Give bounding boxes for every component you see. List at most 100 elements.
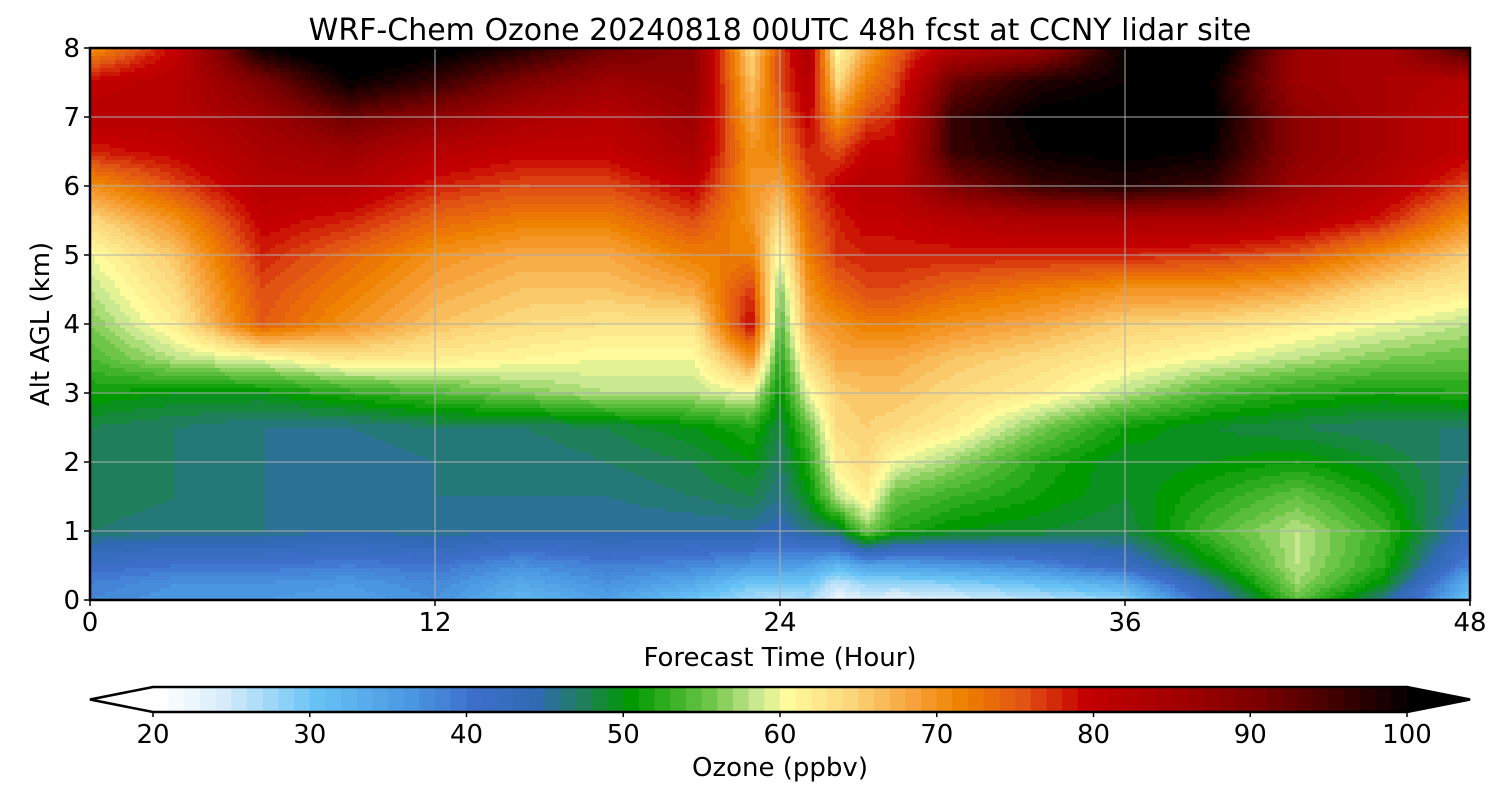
heatmap-cell bbox=[780, 124, 786, 129]
heatmap-cell bbox=[1265, 116, 1271, 121]
heatmap-cell bbox=[965, 172, 986, 177]
heatmap-cell bbox=[1225, 120, 1231, 125]
heatmap-cell bbox=[745, 128, 751, 133]
heatmap-cell bbox=[640, 232, 666, 237]
heatmap-cell bbox=[1255, 108, 1261, 113]
heatmap-cell bbox=[910, 116, 916, 121]
heatmap-cell bbox=[1090, 52, 1096, 57]
heatmap-cell bbox=[700, 56, 706, 61]
heatmap-cell bbox=[795, 212, 801, 217]
heatmap-cell bbox=[440, 120, 461, 125]
heatmap-cell bbox=[190, 244, 201, 249]
heatmap-cell bbox=[485, 108, 506, 113]
heatmap-cell bbox=[290, 248, 316, 253]
heatmap-cell bbox=[915, 68, 921, 73]
heatmap-cell bbox=[1290, 100, 1301, 105]
heatmap-cell bbox=[580, 72, 596, 77]
heatmap-cell bbox=[740, 140, 746, 145]
heatmap-cell bbox=[785, 220, 791, 225]
heatmap-cell bbox=[900, 116, 906, 121]
heatmap-cell bbox=[240, 76, 251, 81]
heatmap-cell bbox=[140, 48, 151, 53]
heatmap-cell bbox=[430, 152, 466, 157]
heatmap-cell bbox=[910, 104, 916, 109]
heatmap-cell bbox=[870, 60, 876, 65]
heatmap-cell bbox=[825, 116, 831, 121]
heatmap-cell bbox=[795, 76, 801, 81]
heatmap-cell bbox=[365, 140, 386, 145]
heatmap-cell bbox=[1360, 116, 1386, 121]
heatmap-cell bbox=[945, 60, 951, 65]
heatmap-cell bbox=[1335, 268, 1356, 273]
heatmap-cell bbox=[750, 68, 756, 73]
heatmap-cell bbox=[1330, 160, 1351, 165]
heatmap-cell bbox=[460, 120, 486, 125]
heatmap-cell bbox=[1425, 56, 1441, 61]
heatmap-cell bbox=[825, 92, 831, 97]
heatmap-cell bbox=[380, 224, 401, 229]
heatmap-cell bbox=[850, 260, 996, 265]
heatmap-cell bbox=[900, 104, 906, 109]
heatmap-cell bbox=[760, 104, 766, 109]
heatmap-cell bbox=[790, 152, 796, 157]
heatmap-cell bbox=[795, 112, 801, 117]
heatmap-cell bbox=[720, 108, 726, 113]
heatmap-cell bbox=[765, 228, 771, 233]
heatmap-cell bbox=[945, 92, 951, 97]
heatmap-cell bbox=[1330, 176, 1351, 181]
heatmap-cell bbox=[705, 52, 711, 57]
heatmap-cell bbox=[960, 84, 976, 89]
heatmap-cell bbox=[390, 220, 411, 225]
heatmap-cell bbox=[200, 80, 211, 85]
heatmap-cell bbox=[430, 116, 456, 121]
heatmap-cell bbox=[830, 196, 836, 201]
heatmap-cell bbox=[805, 108, 811, 113]
heatmap-cell bbox=[695, 216, 706, 221]
heatmap-cell bbox=[180, 204, 191, 209]
heatmap-cell bbox=[915, 216, 941, 221]
heatmap-cell bbox=[735, 136, 741, 141]
heatmap-cell bbox=[1285, 188, 1296, 193]
heatmap-cell bbox=[825, 260, 831, 265]
heatmap-cell bbox=[805, 104, 811, 109]
heatmap-cell bbox=[100, 188, 116, 193]
heatmap-cell bbox=[325, 132, 371, 137]
heatmap-cell bbox=[95, 204, 111, 209]
heatmap-cell bbox=[1290, 204, 1311, 209]
heatmap-cell bbox=[90, 192, 96, 197]
heatmap-cell bbox=[950, 84, 961, 89]
heatmap-cell bbox=[190, 100, 206, 105]
heatmap-cell bbox=[835, 256, 846, 261]
heatmap-cell bbox=[315, 120, 331, 125]
heatmap-cell bbox=[800, 172, 806, 177]
heatmap-cell bbox=[775, 68, 781, 73]
heatmap-cell bbox=[795, 60, 801, 65]
heatmap-cell bbox=[1275, 60, 1281, 65]
heatmap-cell bbox=[725, 68, 731, 73]
heatmap-cell bbox=[1230, 128, 1236, 133]
heatmap-cell bbox=[935, 172, 941, 177]
heatmap-cell bbox=[395, 156, 421, 161]
heatmap-cell bbox=[1270, 256, 1306, 261]
heatmap-cell bbox=[565, 56, 581, 61]
heatmap-cell bbox=[805, 232, 811, 237]
heatmap-cell bbox=[695, 180, 701, 185]
heatmap-cell bbox=[885, 112, 896, 117]
heatmap-cell bbox=[405, 152, 431, 157]
heatmap-cell bbox=[220, 244, 231, 249]
heatmap-cell bbox=[180, 120, 206, 125]
heatmap-cell bbox=[750, 48, 756, 53]
heatmap-cell bbox=[705, 124, 711, 129]
heatmap-cell bbox=[665, 84, 696, 89]
heatmap-cell bbox=[115, 224, 131, 229]
heatmap-cell bbox=[580, 112, 621, 117]
heatmap-cell bbox=[175, 48, 181, 53]
heatmap-cell bbox=[770, 244, 776, 249]
heatmap-cell bbox=[865, 108, 876, 113]
heatmap-cell bbox=[845, 80, 851, 85]
heatmap-cell bbox=[710, 144, 716, 149]
heatmap-cell bbox=[775, 224, 781, 229]
heatmap-cell bbox=[485, 148, 626, 153]
heatmap-cell bbox=[720, 220, 731, 225]
heatmap-cell bbox=[340, 112, 366, 117]
